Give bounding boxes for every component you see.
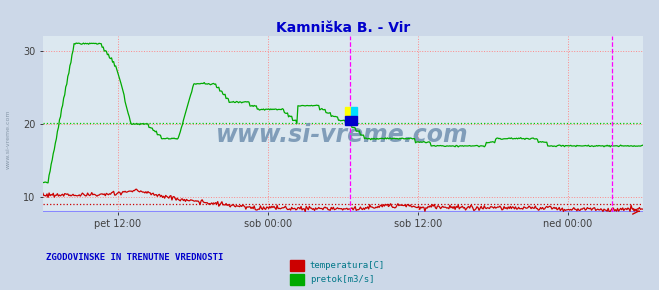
Bar [345, 107, 351, 116]
Text: temperatura[C]: temperatura[C] [310, 261, 385, 270]
Text: www.si-vreme.com: www.si-vreme.com [6, 109, 11, 169]
Bar [345, 116, 357, 126]
Text: www.si-vreme.com: www.si-vreme.com [216, 122, 469, 146]
Title: Kamniška B. - Vir: Kamniška B. - Vir [275, 21, 410, 35]
Text: ZGODOVINSKE IN TRENUTNE VREDNOSTI: ZGODOVINSKE IN TRENUTNE VREDNOSTI [46, 253, 223, 262]
Text: pretok[m3/s]: pretok[m3/s] [310, 275, 374, 284]
Bar [351, 107, 357, 116]
